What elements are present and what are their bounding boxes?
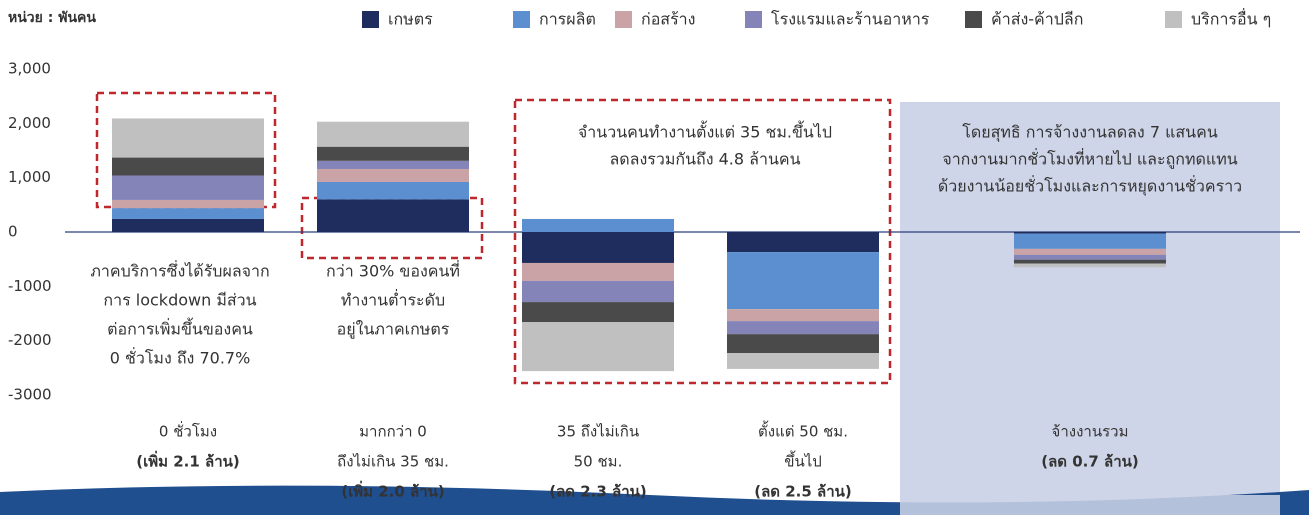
x-tick-label: จ้างงานรวม bbox=[1052, 423, 1129, 441]
category-total: (เพิ่ม 2.1 ล้าน) bbox=[136, 451, 240, 471]
x-tick-label: ขึ้นไป bbox=[784, 451, 822, 471]
bar-segment bbox=[112, 218, 264, 232]
legend-swatch bbox=[362, 11, 379, 28]
bar-segment bbox=[112, 199, 264, 209]
y-tick-label: 1,000 bbox=[8, 168, 51, 186]
bar-segment bbox=[317, 182, 469, 200]
annotation: ลดลงรวมกันถึง 4.8 ล้านคน bbox=[609, 150, 800, 169]
bar-segment bbox=[1014, 232, 1166, 234]
bar-segment bbox=[727, 232, 879, 253]
highlight-panel bbox=[900, 102, 1280, 515]
bar-segment bbox=[727, 309, 879, 322]
legend-swatch bbox=[615, 11, 632, 28]
x-tick-label: มากกว่า 0 bbox=[359, 423, 427, 441]
panel-foot bbox=[900, 495, 1280, 515]
bar-segment bbox=[317, 199, 469, 232]
bar-segment bbox=[522, 262, 674, 281]
category-total: (ลด 0.7 ล้าน) bbox=[1041, 453, 1139, 471]
bar-segment bbox=[522, 218, 674, 232]
bar-segment bbox=[1014, 254, 1166, 260]
bar-segment bbox=[112, 118, 264, 158]
bar-segment bbox=[727, 353, 879, 369]
bar-segment bbox=[727, 334, 879, 354]
category-total: (ลด 2.5 ล้าน) bbox=[754, 483, 852, 501]
bar-segment bbox=[522, 280, 674, 303]
bar-segment bbox=[1014, 263, 1166, 268]
bar-segment bbox=[112, 157, 264, 176]
legend-swatch bbox=[1165, 11, 1182, 28]
unit-label: หน่วย : พันคน bbox=[8, 10, 96, 26]
bar-segment bbox=[317, 160, 469, 169]
annotation: ภาคบริการซึ่งได้รับผลจาก bbox=[90, 260, 269, 281]
annotation: จำนวนคนทำงานตั้งแต่ 35 ชม.ขึ้นไป bbox=[578, 121, 832, 142]
bar-segment bbox=[317, 146, 469, 161]
x-tick-label: ถึงไม่เกิน 35 ชม. bbox=[337, 453, 449, 471]
x-tick-label: 35 ถึงไม่เกิน bbox=[557, 423, 639, 441]
category-total: (ลด 2.3 ล้าน) bbox=[549, 483, 647, 501]
bar-segment bbox=[522, 232, 674, 263]
x-tick-label: ตั้งแต่ 50 ชม. bbox=[758, 421, 848, 441]
category-total: (เพิ่ม 2.0 ล้าน) bbox=[341, 481, 445, 501]
legend-label: โรงแรมและร้านอาหาร bbox=[771, 10, 930, 29]
annotation: ด้วยงานน้อยชั่วโมงและการหยุดงานชั่วคราว bbox=[938, 175, 1242, 197]
legend-label: เกษตร bbox=[388, 10, 433, 29]
bar-segment bbox=[727, 321, 879, 335]
y-tick-label: -3000 bbox=[8, 386, 52, 404]
bar-segment bbox=[112, 175, 264, 200]
legend-swatch bbox=[745, 11, 762, 28]
bar-segment bbox=[522, 322, 674, 372]
bar-segment bbox=[317, 168, 469, 183]
x-tick-label: 0 ชั่วโมง bbox=[159, 421, 217, 441]
callout-box bbox=[95, 91, 277, 209]
annotation: 0 ชั่วโมง ถึง 70.7% bbox=[110, 347, 251, 368]
annotation: ทำงานต่ำระดับ bbox=[341, 289, 445, 310]
legend-label: บริการอื่น ๆ bbox=[1191, 8, 1271, 29]
annotation: การ lockdown มีส่วน bbox=[103, 291, 256, 310]
y-tick-label: -1000 bbox=[8, 277, 52, 295]
annotation: จากงานมากชั่วโมงที่หายไป และถูกทดแทน bbox=[942, 148, 1237, 170]
y-tick-label: 2,000 bbox=[8, 114, 51, 132]
y-tick-label: -2000 bbox=[8, 331, 52, 349]
annotation: ต่อการเพิ่มขึ้นของคน bbox=[107, 318, 253, 339]
legend-label: ก่อสร้าง bbox=[641, 10, 695, 29]
legend-label: ค้าส่ง-ค้าปลีก bbox=[991, 10, 1083, 29]
annotation: กว่า 30% ของคนที่ bbox=[326, 260, 460, 281]
legend-swatch bbox=[513, 11, 530, 28]
y-tick-label: 0 bbox=[8, 223, 18, 241]
bar-segment bbox=[112, 208, 264, 219]
bar-segment bbox=[1014, 248, 1166, 255]
bar-segment bbox=[1014, 233, 1166, 249]
bar-segment bbox=[317, 121, 469, 147]
annotation: อยู่ในภาคเกษตร bbox=[337, 320, 450, 340]
annotation: โดยสุทธิ การจ้างงานลดลง 7 แสนคน bbox=[962, 123, 1218, 143]
bar-segment bbox=[1014, 259, 1166, 264]
legend-label: การผลิต bbox=[539, 10, 596, 29]
x-tick-label: 50 ชม. bbox=[574, 453, 623, 471]
legend-swatch bbox=[965, 11, 982, 28]
callout-box bbox=[513, 98, 892, 385]
bar-segment bbox=[727, 252, 879, 310]
bar-segment bbox=[522, 302, 674, 323]
y-tick-label: 3,000 bbox=[8, 60, 51, 78]
